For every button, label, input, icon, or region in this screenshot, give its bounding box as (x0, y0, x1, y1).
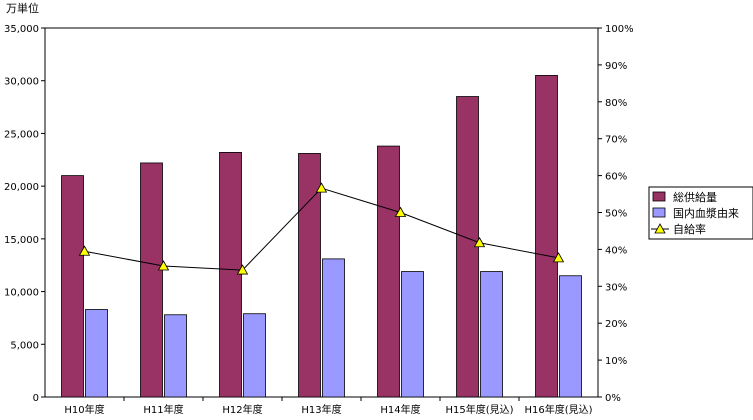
y-left-tick-label: 5,000 (10, 340, 39, 351)
y-left-tick-label: 10,000 (4, 288, 39, 299)
y-right-tick-label: 100% (605, 24, 634, 35)
y-right-tick-label: 90% (605, 61, 627, 72)
x-tick-label: H11年度 (143, 403, 183, 416)
bar-total-supply (61, 175, 84, 398)
bar-domestic-plasma (243, 313, 266, 398)
y-right-tick-label: 30% (605, 282, 627, 293)
y-left-tick-label: 25,000 (4, 129, 39, 140)
y-left-tick-label: 20,000 (4, 182, 39, 193)
ratio-point (236, 264, 249, 275)
axes: 0 5,000 10,000 15,000 20,000 25,000 30,000 35,0… (4, 24, 634, 404)
y-right-tick-label: 50% (605, 209, 627, 220)
y-left-tick-label: 30,000 (4, 77, 39, 88)
bar-total-supply (377, 145, 400, 398)
bar-total-supply (140, 162, 163, 398)
legend-marker (654, 223, 666, 234)
ratio-point (315, 182, 328, 193)
legend-label: 総供給量 (673, 190, 717, 204)
bar-total-supply (535, 75, 558, 398)
y-left-tick-label: 0 (33, 393, 39, 404)
y-left-tick-label: 35,000 (4, 24, 39, 35)
y-right-tick-label: 10% (605, 356, 627, 367)
ratio-point (394, 206, 407, 217)
y-left-unit-label: 万単位 (6, 1, 39, 15)
legend-label: 自給率 (673, 222, 706, 236)
x-tick-label: H13年度 (301, 403, 341, 416)
bar-domestic-plasma (322, 258, 345, 398)
y-right-tick-label: 70% (605, 135, 627, 146)
ratio-point (552, 252, 565, 263)
x-tick-label: H16年度(見込) (524, 403, 592, 416)
y-right-tick-label: 0% (605, 393, 621, 404)
y-left-tick-label: 15,000 (4, 235, 39, 246)
bar-total-supply (219, 152, 242, 398)
legend-label: 国内血漿由来 (673, 206, 739, 220)
legend-swatch (652, 191, 666, 202)
bar-domestic-plasma (401, 271, 424, 398)
y-right-tick-label: 60% (605, 172, 627, 183)
bar-total-supply (298, 153, 321, 398)
legend-swatch (652, 207, 666, 218)
x-tick-label: H15年度(見込) (445, 403, 513, 416)
bar-domestic-plasma (480, 271, 503, 398)
y-right-tick-label: 80% (605, 98, 627, 109)
bar-domestic-plasma (559, 275, 582, 398)
bar-domestic-plasma (85, 309, 108, 398)
x-tick-labels: H10年度 H11年度 H12年度 H13年度 H14年度 H15年度(見込) H16年度(… (64, 403, 592, 416)
legend-box (648, 186, 753, 240)
plot-frame (44, 27, 599, 398)
x-tick-label: H10年度 (64, 403, 104, 416)
ratio-point (473, 236, 486, 248)
ratio-line (78, 182, 565, 275)
bar-domestic-plasma (164, 314, 187, 398)
x-tick-label: H14年度 (380, 403, 420, 416)
x-tick-label: H12年度 (222, 403, 262, 416)
y-right-tick-label: 20% (605, 319, 627, 330)
ratio-point (78, 245, 91, 256)
ratio-point (157, 260, 170, 271)
bars (61, 75, 582, 398)
y-right-tick-label: 40% (605, 245, 627, 256)
